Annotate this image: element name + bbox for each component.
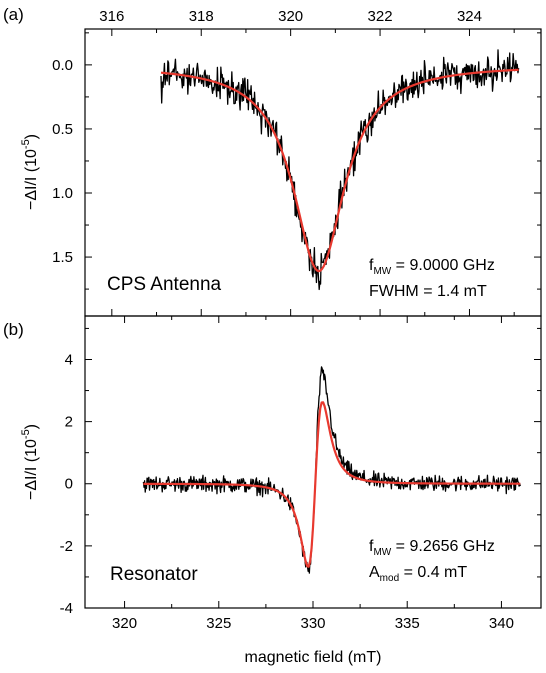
panel-b-a-symbol: A [369,564,380,581]
y-tick-label: -2 [60,538,73,555]
panel-b-ylabel-suffix: ) [23,424,40,429]
panel-a-label: (a) [3,5,24,24]
y-tick-label: 0 [65,476,73,493]
panel-b: (b) 320 325 330 335 340 -4 -2 0 2 4 Resonator fM… [3,315,542,666]
y-tick-label: 1.5 [52,249,73,266]
panel-a-fit-line [160,68,519,273]
x-tick-label: 335 [395,615,420,632]
x-tick-label: 320 [112,615,137,632]
y-tick-label: 1.0 [52,185,73,202]
panel-b-f-sub: MW [373,547,391,558]
panel-a-series [160,49,520,291]
panel-b-annotation-left: Resonator [110,564,198,585]
panel-b-data-line [142,366,521,574]
panel-b-ylabel-exp: -5 [20,429,32,439]
panel-a-data-line [160,49,520,291]
x-tick-label: 322 [368,8,393,25]
x-tick-label: 320 [278,8,303,25]
panel-b-label: (b) [3,320,24,339]
panel-b-a-sub: mod [380,573,399,584]
panel-b-f-value: = 9.2656 GHz [391,538,495,555]
panel-b-yticks: -4 -2 0 2 4 [60,327,541,617]
panel-b-f-symbol: f [369,538,374,555]
y-tick-label: 0.5 [52,121,73,138]
panel-b-ylabel: −ΔI/I (10-5) [20,424,40,500]
panel-a-ylabel-prefix: −ΔI/I (10 [23,149,40,210]
panel-a-xticks: 316 318 320 322 324 [99,8,515,316]
x-tick-label: 318 [189,8,214,25]
panel-b-ylabel-prefix: −ΔI/I (10 [23,439,40,500]
panel-a-annotation-fwhm: FWHM = 1.4 mT [369,283,487,300]
panel-b-series [142,366,521,574]
x-tick-label: 325 [206,615,231,632]
panel-a-f-symbol: f [369,257,374,274]
x-tick-label: 330 [300,615,325,632]
panel-a-f-sub: MW [373,266,391,277]
panel-a-annotation-freq: fMW = 9.0000 GHz [369,257,495,277]
panel-a: (a) 316 318 320 322 324 0.0 0.5 1.0 1.5 CPS Ant… [3,5,542,317]
y-tick-label: -4 [60,600,73,617]
y-tick-label: 2 [65,414,73,431]
y-tick-label: 4 [65,351,73,368]
panel-b-a-value: = 0.4 mT [399,564,467,581]
panel-b-xticks: 320 325 330 335 340 [112,316,514,632]
panel-b-annotation-amod: Amod = 0.4 mT [369,564,467,584]
panel-b-annotation-freq: fMW = 9.2656 GHz [369,538,495,558]
panel-a-yticks: 0.0 0.5 1.0 1.5 [52,32,541,290]
panel-a-annotation-left: CPS Antenna [107,274,222,295]
panel-b-fit-line [143,401,521,568]
x-axis-label: magnetic field (mT) [245,649,382,666]
x-tick-label: 316 [99,8,124,25]
panel-a-ylabel-suffix: ) [23,134,40,139]
x-tick-label: 340 [489,615,514,632]
panel-a-ylabel: −ΔI/I (10-5) [20,134,40,210]
panel-a-ylabel-exp: -5 [20,139,32,149]
y-tick-label: 0.0 [52,57,73,74]
panel-a-f-value: = 9.0000 GHz [391,257,495,274]
x-tick-label: 324 [457,8,482,25]
